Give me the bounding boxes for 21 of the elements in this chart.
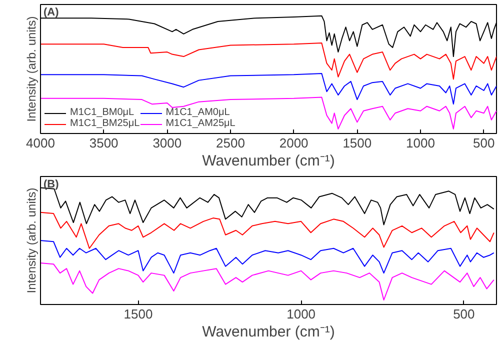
- x-tick-label: 3000: [152, 136, 182, 150]
- x-tick-label: 1000: [286, 306, 316, 322]
- x-tick-label: 500: [453, 306, 475, 322]
- legend-label: M1C1_BM25μL: [70, 118, 140, 129]
- x-tick-label: 1000: [406, 136, 435, 150]
- legend-label: M1C1_AM0μL: [166, 107, 230, 118]
- x-tick-label: 4000: [26, 136, 55, 150]
- x-axis-title: Wavenumber (cm⁻¹): [202, 324, 335, 340]
- legend-label: M1C1_AM25μL: [166, 118, 236, 129]
- chart-title: (B): [44, 178, 60, 190]
- chart-title: (A): [44, 6, 60, 18]
- x-tick-label: 500: [472, 136, 495, 150]
- y-axis-title: Intensity (arb. units): [24, 16, 38, 122]
- legend-label: M1C1_BM0μL: [70, 107, 134, 118]
- y-axis-title: Intensity (arb. units): [24, 188, 38, 294]
- x-tick-label: 2000: [279, 136, 308, 150]
- x-tick-label: 1500: [342, 136, 372, 150]
- x-tick-label: 2500: [216, 136, 245, 150]
- x-tick-label: 1500: [124, 306, 153, 322]
- x-axis-title: Wavenumber (cm⁻¹): [202, 152, 335, 170]
- x-tick-label: 3500: [89, 136, 118, 150]
